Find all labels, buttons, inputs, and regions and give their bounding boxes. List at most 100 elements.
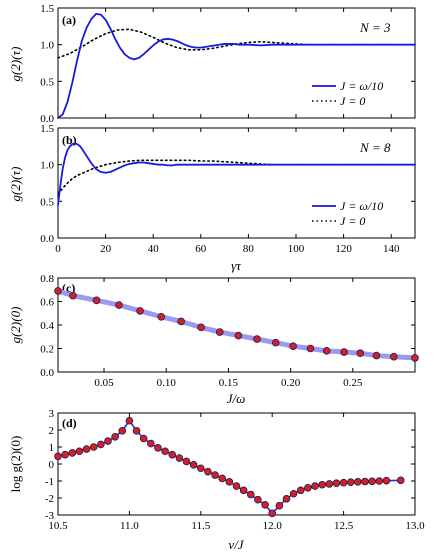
data-point [311,482,319,490]
data-point [275,501,284,510]
panel-a: (a) N = 3 g(2)(τ) 0.0 0.5 1.0 1.5 J = ω/10 … [8,3,416,125]
data-point [132,427,141,435]
panel-a-legend: J = ω/10 J = 0 [312,79,383,108]
legend-dotted-label: J = 0 [340,94,365,108]
y-tick-label: 0.6 [40,297,54,309]
legend-dotted-label: J = 0 [340,214,365,228]
data-point [92,296,101,305]
data-point [254,495,262,504]
x-tick-label: 0.25 [343,377,363,389]
panel-a-ylabel: g(2)(τ) [8,47,23,82]
data-point [154,444,162,452]
y-tick-label: 1.5 [40,123,54,135]
data-point [175,454,184,462]
panel-b-lines [57,142,416,206]
x-tick-label: 0 [55,243,61,255]
data-point [69,291,77,300]
y-tick-label: 2 [49,425,55,437]
y-tick-label: 1.5 [40,3,54,15]
data-point [322,347,331,355]
data-point [339,478,348,487]
data-point [356,349,365,358]
data-point [115,301,123,309]
panel-d-x-ticks: 10.5 11.0 11.5 12.0 12.5 13.0 [48,413,425,532]
data-point [215,328,224,336]
data-point [332,479,341,488]
x-tick-label: 0.10 [157,377,177,389]
data-point [211,471,219,479]
panel-b-frame [57,127,416,239]
x-tick-label: 12.5 [334,520,354,532]
data-point [296,486,305,495]
y-tick-label: 0.0 [40,113,54,125]
panel-c-y-ticks: 0.0 0.2 0.4 0.6 0.8 [40,273,415,379]
data-point [268,509,277,518]
data-point [177,317,185,326]
x-tick-label: 0.20 [281,377,301,389]
series-line-j-omega [57,12,416,119]
y-tick-label: 1.0 [40,40,54,52]
y-tick-label: 1.0 [40,160,54,172]
data-point [54,287,62,295]
panel-b-legend: J = ω/10 J = 0 [312,199,383,228]
data-point [225,478,234,486]
data-point [396,476,405,485]
data-point [161,447,169,456]
x-tick-label: 100 [288,243,305,255]
data-point [306,344,315,353]
data-point [189,461,198,469]
data-point [318,480,326,489]
data-point [304,483,312,492]
data-point [139,434,148,443]
y-tick-label: 0.2 [40,344,54,356]
data-point [182,457,191,466]
x-tick-label: 140 [383,243,400,255]
panel-c-xlabel: J/ω [227,391,246,406]
data-point [271,338,280,347]
panel-b-label: (b) [62,133,77,147]
data-point [75,447,84,456]
panel-a-frame [57,7,416,119]
data-point [97,440,105,449]
x-tick-label: 80 [243,243,255,255]
data-point [111,432,119,441]
y-tick-label: 0.8 [40,273,54,285]
data-point [253,335,261,343]
panel-b-xlabel: γτ [231,258,242,273]
panel-d-xlabel: ν/J [228,537,244,552]
x-tick-label: 0.15 [219,377,239,389]
data-point [232,482,241,490]
data-point [61,450,69,459]
data-point [411,354,419,362]
panel-a-label: (a) [62,13,76,27]
panel-b-ylabel: g(2)(τ) [8,167,23,202]
y-tick-label: 0.0 [40,367,54,379]
x-tick-label: 40 [148,243,160,255]
data-point [382,476,391,485]
data-point [136,307,144,315]
data-point [197,323,205,332]
panel-b-y-ticks: 0.0 0.5 1.0 1.5 [40,123,415,245]
data-point [125,416,134,425]
panel-c-x-ticks: 0.05 0.10 0.15 0.20 0.25 [94,278,363,389]
panel-d-ylabel: log g(2)(0) [8,436,23,493]
panel-b: (b) N = 8 g(2)(τ) 0.0 0.5 1.0 1.5 0 20 40 60 80… [8,123,416,273]
x-tick-label: 60 [195,243,207,255]
data-point [147,439,155,448]
x-tick-label: 20 [100,243,112,255]
panel-c-frame [57,277,416,373]
x-tick-label: 12.0 [263,520,283,532]
data-point [340,348,348,356]
data-point [104,437,112,445]
series-line [57,419,401,515]
x-tick-label: 11.5 [191,520,210,532]
panel-a-lines [57,12,416,119]
data-point [82,445,91,453]
series-line [57,288,416,361]
series-line-j-omega [57,142,416,206]
data-point [168,450,177,459]
data-point [89,443,98,451]
panel-d-frame [57,412,416,516]
panel-a-y-ticks: 0.0 0.5 1.0 1.5 [40,3,415,125]
panel-c-ylabel: g(2)(0) [8,307,23,344]
